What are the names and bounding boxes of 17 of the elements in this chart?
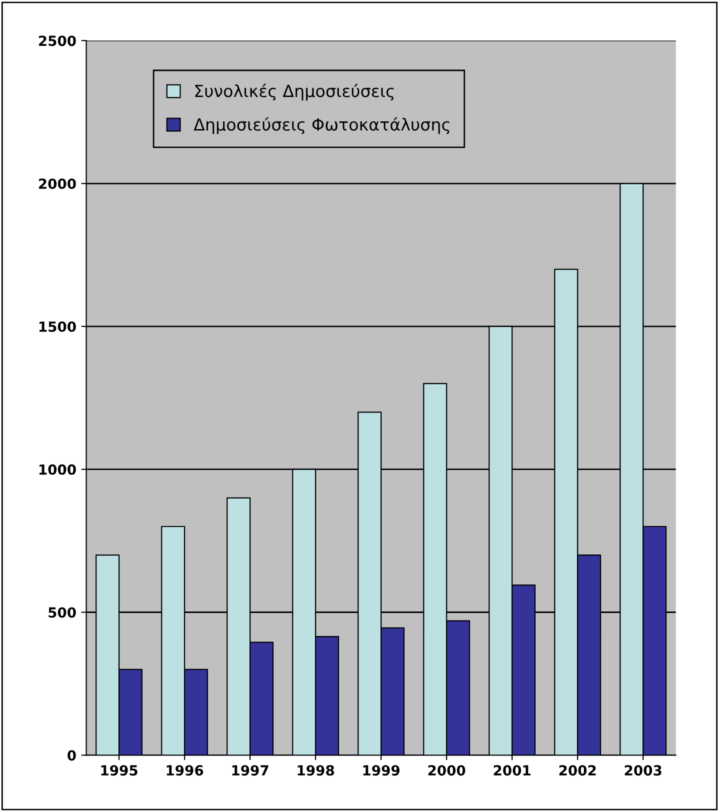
legend-label: Δημοσιεύσεις Φωτοκατάλυσης: [194, 117, 450, 134]
y-tick-label: 1000: [39, 464, 76, 475]
x-tick-label: 1996: [166, 765, 204, 776]
x-tick-label: 1995: [101, 765, 138, 776]
y-tick-label: 1500: [39, 321, 76, 332]
x-tick-label: 1999: [363, 765, 400, 776]
legend-label: Συνολικές Δημοσιεύσεις: [195, 84, 394, 101]
y-tick-label: 2000: [39, 178, 76, 189]
x-tick-label: 1998: [298, 765, 334, 776]
x-tick-label: 2003: [624, 765, 662, 776]
x-tick-label: 2001: [494, 765, 530, 776]
y-tick-label: 500: [48, 607, 76, 618]
y-tick-label: 2500: [39, 36, 76, 46]
x-tick-label: 2002: [559, 765, 596, 776]
x-tick-label: 1997: [232, 765, 268, 776]
x-tick-label: 2000: [428, 765, 466, 776]
y-tick-label: 0: [68, 750, 76, 761]
